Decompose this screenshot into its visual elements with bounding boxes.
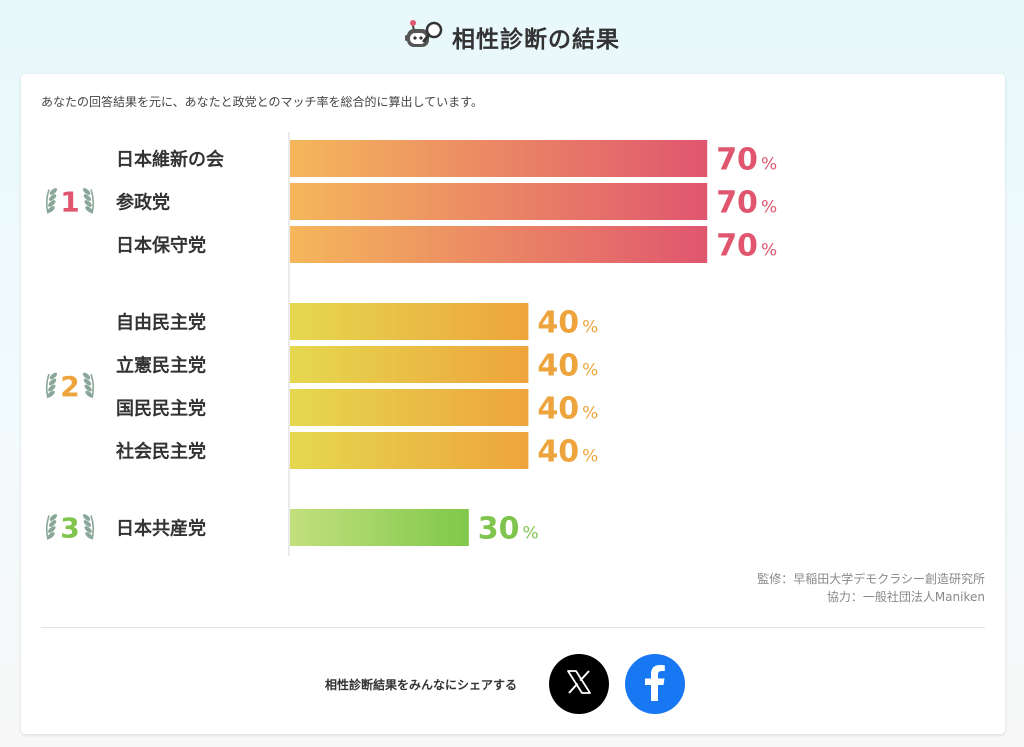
intro-text: あなたの回答結果を元に、あなたと政党とのマッチ率を総合的に算出しています。 — [41, 95, 483, 109]
laurel-left-icon — [45, 514, 58, 540]
header: 相性診断の結果 — [0, 0, 1024, 74]
credit-supervision: 監修：早稲田大学デモクラシー創造研究所 — [757, 572, 985, 586]
category-label-6: 社会民主党 — [116, 441, 206, 463]
laurel-right-icon — [82, 188, 95, 214]
category-label-5: 国民民主党 — [116, 398, 206, 420]
rank-number-1: 1 — [60, 186, 79, 219]
bar-1 — [290, 183, 708, 220]
value-label-3: 40% — [537, 306, 598, 341]
share-x-button[interactable] — [549, 654, 609, 714]
laurel-left-icon — [45, 188, 58, 214]
category-label-3: 自由民主党 — [116, 312, 206, 334]
x-logo-icon — [566, 669, 592, 699]
credits: 監修：早稲田大学デモクラシー創造研究所 協力：一般社団法人Maniken — [757, 570, 985, 606]
category-label-1: 参政党 — [116, 192, 170, 214]
share-row: 相性診断結果をみんなにシェアする — [21, 652, 1005, 716]
value-label-7: 30% — [478, 512, 539, 547]
category-label-2: 日本保守党 — [116, 235, 206, 257]
bar-0 — [290, 140, 708, 177]
laurel-left-icon — [45, 372, 58, 399]
robot-magnifier-icon — [404, 17, 444, 57]
match-rate-chart: 日本維新の会 70 % 参政党 70 % 日本保守党 70 % 自由民主党 40 % 立憲民主党 40 % 国… — [45, 132, 777, 556]
rank-badge-3: 3 — [45, 512, 95, 545]
bar-4 — [290, 346, 529, 383]
value-label-5: 40% — [537, 392, 598, 427]
laurel-right-icon — [82, 372, 95, 399]
result-card: あなたの回答結果を元に、あなたと政党とのマッチ率を総合的に算出しています。 日本… — [21, 74, 1005, 734]
value-label-4: 40% — [537, 349, 598, 384]
value-label-2: 70% — [716, 229, 777, 264]
share-facebook-button[interactable] — [625, 654, 685, 714]
rank-badge-1: 1 — [45, 186, 95, 219]
laurel-right-icon — [82, 514, 95, 540]
value-label-0: 70% — [716, 143, 777, 178]
category-label-4: 立憲民主党 — [116, 355, 206, 377]
value-label-6: 40% — [537, 435, 598, 470]
category-label-7: 日本共産党 — [116, 518, 206, 540]
divider — [41, 627, 985, 628]
bar-2 — [290, 226, 708, 263]
facebook-logo-icon — [640, 663, 670, 705]
rank-number-2: 2 — [60, 370, 79, 403]
rank-number-3: 3 — [60, 512, 79, 545]
bar-7 — [290, 509, 469, 546]
rank-badge-2: 2 — [45, 370, 95, 403]
credit-cooperation: 協力：一般社団法人Maniken — [826, 590, 985, 604]
bar-3 — [290, 303, 529, 340]
share-label: 相性診断結果をみんなにシェアする — [324, 677, 517, 692]
value-label-1: 70% — [716, 186, 777, 221]
bar-6 — [290, 432, 529, 469]
page-title: 相性診断の結果 — [452, 27, 620, 53]
category-label-0: 日本維新の会 — [116, 149, 224, 171]
bar-5 — [290, 389, 529, 426]
